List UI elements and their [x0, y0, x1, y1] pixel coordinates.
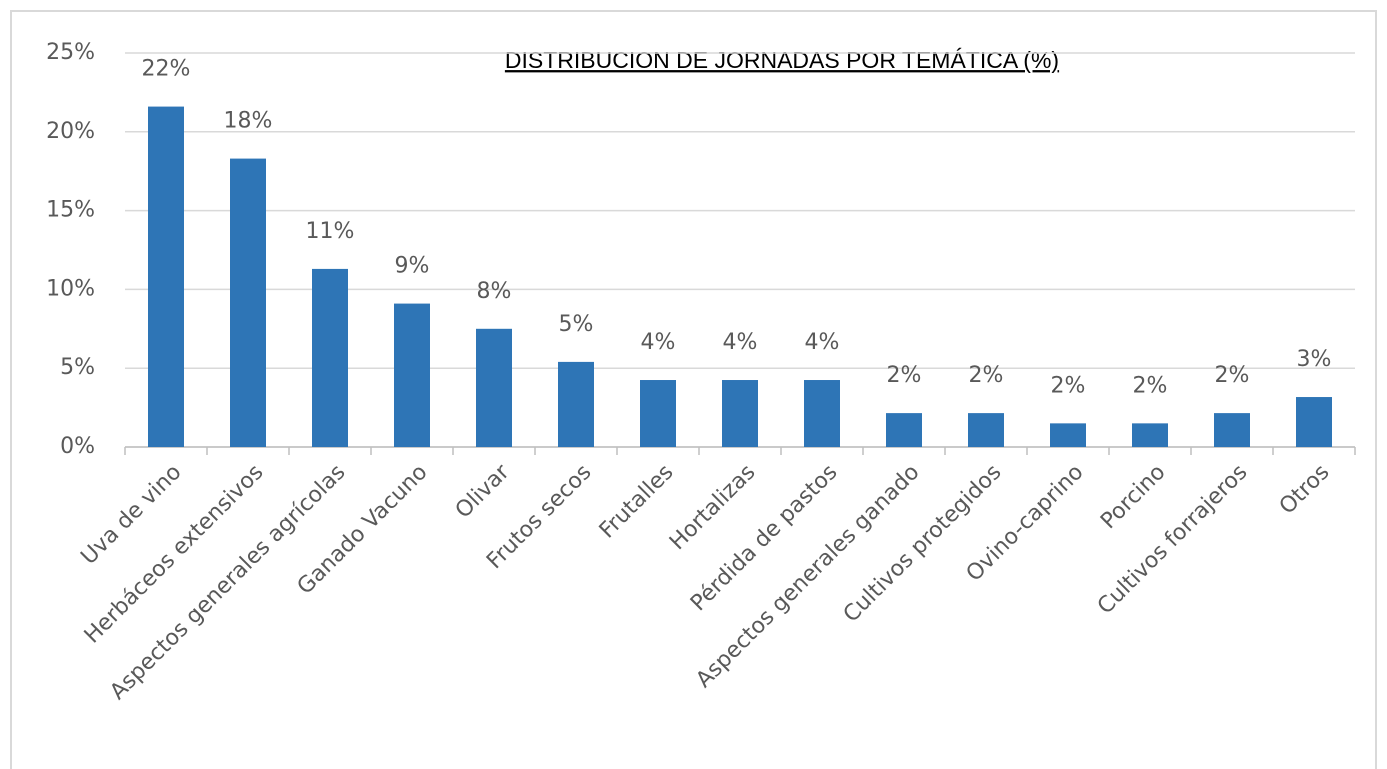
x-tick-label: Olivar — [451, 459, 515, 523]
bar — [968, 413, 1004, 447]
y-tick-label: 25% — [46, 40, 95, 65]
bar — [476, 328, 512, 447]
data-label: 5% — [559, 312, 594, 337]
y-tick-label: 20% — [46, 119, 95, 144]
bar — [1050, 423, 1086, 447]
bar — [804, 380, 840, 447]
data-label: 9% — [395, 254, 430, 279]
bar — [1296, 397, 1332, 447]
data-label: 22% — [142, 57, 191, 82]
chart-frame — [10, 10, 1377, 769]
bar — [886, 413, 922, 447]
bar — [722, 380, 758, 447]
y-tick-label: 5% — [60, 355, 95, 380]
bar — [1132, 423, 1168, 447]
data-label: 4% — [805, 330, 840, 355]
chart-title: DISTRIBUCION DE JORNADAS POR TEMÁTICA (%… — [505, 47, 1059, 73]
x-tick-label: Frutalles — [595, 460, 679, 544]
x-tick-label: Cultivos protegidos — [839, 460, 1007, 628]
x-tick-label: Cultivos forrajeros — [1093, 460, 1253, 620]
bar — [1214, 413, 1250, 447]
x-tick-label: Porcino — [1096, 460, 1170, 534]
data-label: 4% — [641, 330, 676, 355]
y-tick-label: 15% — [46, 198, 95, 223]
bar — [640, 380, 676, 447]
x-tick-label: Pérdida de pastos — [686, 460, 842, 616]
data-label: 2% — [887, 363, 922, 388]
bar — [148, 106, 184, 448]
data-label: 2% — [1133, 373, 1168, 398]
bar — [230, 158, 266, 448]
x-tick-label: Otros — [1275, 460, 1335, 520]
data-label: 4% — [723, 330, 758, 355]
bar — [558, 361, 594, 447]
bar — [394, 303, 430, 447]
data-label: 2% — [1215, 363, 1250, 388]
bar — [312, 268, 348, 447]
y-tick-label: 10% — [46, 276, 95, 301]
data-label: 3% — [1297, 347, 1332, 372]
data-label: 18% — [224, 109, 273, 134]
data-label: 8% — [477, 279, 512, 304]
data-label: 2% — [969, 363, 1004, 388]
y-tick-label: 0% — [60, 434, 95, 459]
data-label: 11% — [306, 219, 355, 244]
data-label: 2% — [1051, 373, 1086, 398]
